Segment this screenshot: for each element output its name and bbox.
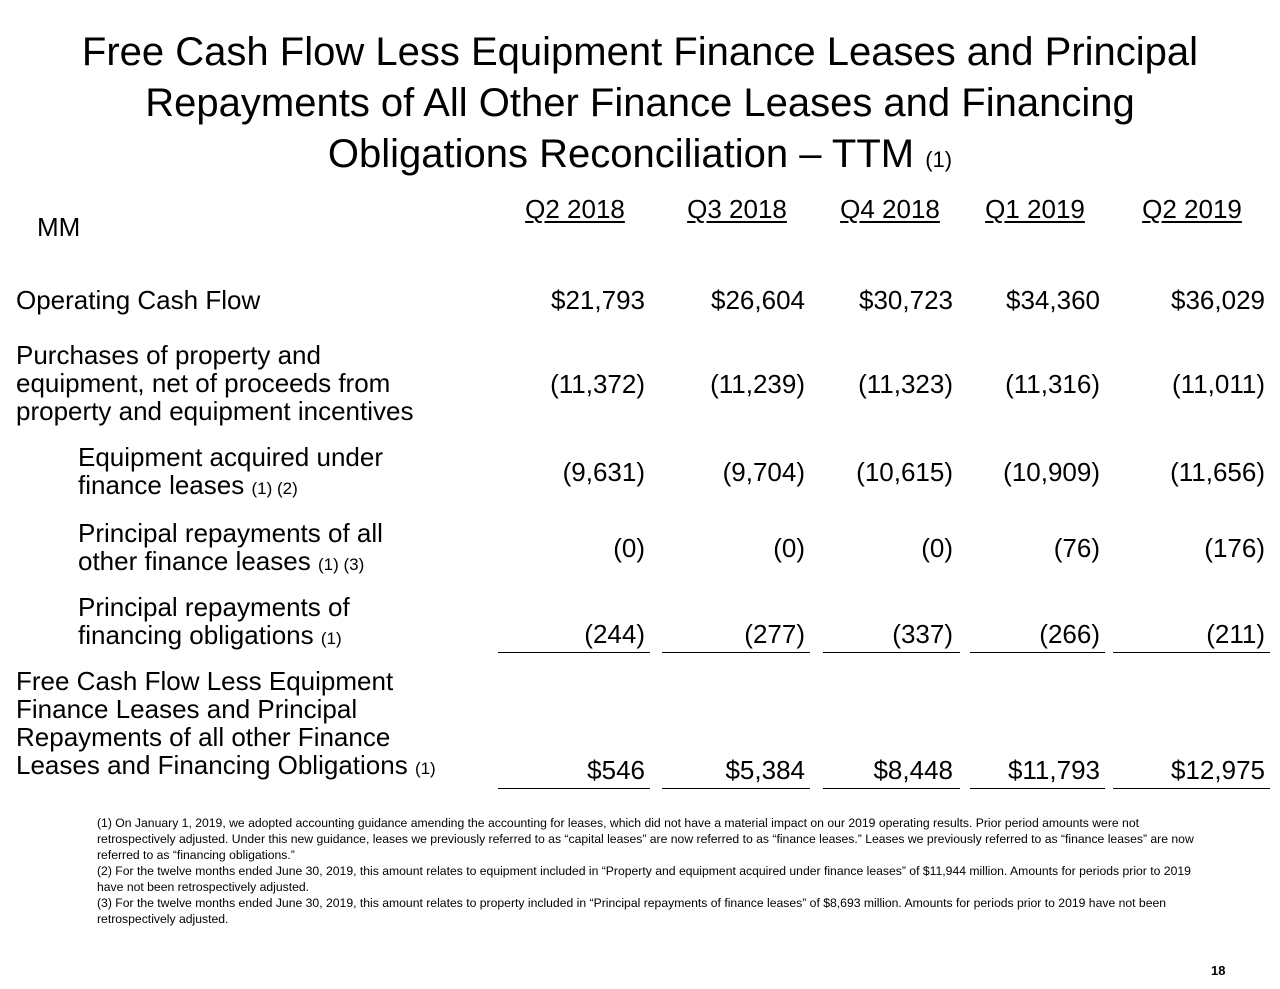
cell-value: (337) xyxy=(892,619,953,649)
column-header: Q3 2018 xyxy=(687,194,787,224)
rule-line xyxy=(823,788,960,789)
title-line: Repayments of All Other Finance Leases a… xyxy=(145,81,1135,125)
rule-line xyxy=(498,652,650,653)
rule-line xyxy=(498,788,650,789)
cell-value: (244) xyxy=(584,619,645,649)
cell-value: (9,631) xyxy=(562,457,645,487)
column-header: Q4 2018 xyxy=(840,194,940,224)
rule-line xyxy=(662,652,810,653)
cell-value: (277) xyxy=(744,619,805,649)
cell-value: $546 xyxy=(587,755,645,785)
row-label: financing obligations (1) xyxy=(78,620,342,650)
rule-line xyxy=(1113,788,1270,789)
title-line: Free Cash Flow Less Equipment Finance Le… xyxy=(81,30,1199,74)
row-label: equipment, net of proceeds from xyxy=(16,368,391,398)
cell-value: (11,372) xyxy=(550,369,645,399)
row-label: Operating Cash Flow xyxy=(16,285,261,315)
column-header: Q2 2019 xyxy=(1142,194,1242,224)
row-note: (1) (2) xyxy=(251,479,298,498)
cell-value: (9,704) xyxy=(722,457,805,487)
cell-value: $11,793 xyxy=(1007,755,1100,785)
footnote: (1) On January 1, 2019, we adopted accou… xyxy=(97,816,1194,862)
footnote: (2) For the twelve months ended June 30,… xyxy=(97,864,1191,894)
footnote: (3) For the twelve months ended June 30,… xyxy=(97,896,1167,926)
cell-value: $36,029 xyxy=(1171,285,1265,315)
row-label: Purchases of property and xyxy=(16,340,321,370)
column-header: Q2 2018 xyxy=(525,194,625,224)
rule-line xyxy=(662,788,810,789)
row-label: Finance Leases and Principal xyxy=(16,694,358,724)
cell-value: (176) xyxy=(1204,533,1265,563)
cell-value: (11,316) xyxy=(1005,369,1100,399)
cell-value: (10,909) xyxy=(1003,457,1100,487)
cell-value: $21,793 xyxy=(551,285,645,315)
cell-value: (11,011) xyxy=(1172,369,1265,399)
row-label: finance leases (1) (2) xyxy=(78,470,298,500)
cell-value: $5,384 xyxy=(725,755,805,785)
cell-value: (266) xyxy=(1039,619,1100,649)
row-label: Free Cash Flow Less Equipment xyxy=(16,666,394,696)
cell-value: $30,723 xyxy=(859,285,953,315)
row-label: property and equipment incentives xyxy=(16,396,414,426)
rule-line xyxy=(970,788,1105,789)
rule-line xyxy=(823,652,960,653)
row-note: (1) xyxy=(414,759,436,778)
unit-label: MM xyxy=(37,212,81,242)
row-note: (1) (3) xyxy=(317,555,365,574)
cell-value: (11,656) xyxy=(1170,457,1265,487)
page-number: 18 xyxy=(1211,963,1226,978)
rule-line xyxy=(1113,652,1270,653)
cell-value: (10,615) xyxy=(856,457,953,487)
cell-value: (0) xyxy=(773,533,805,563)
row-note: (1) xyxy=(320,629,342,648)
title-line: Obligations Reconciliation – TTM (1) xyxy=(327,132,953,176)
cell-value: (0) xyxy=(921,533,953,563)
cell-value: (11,239) xyxy=(710,369,805,399)
cell-value: $34,360 xyxy=(1006,285,1100,315)
row-label: Principal repayments of xyxy=(78,592,350,622)
cell-value: (211) xyxy=(1206,619,1265,649)
row-label: Principal repayments of all xyxy=(78,518,383,548)
row-label: other finance leases (1) (3) xyxy=(78,546,365,576)
cell-value: (11,323) xyxy=(858,369,953,399)
cell-value: $12,975 xyxy=(1171,755,1265,785)
cell-value: (0) xyxy=(613,533,645,563)
rule-line xyxy=(970,652,1105,653)
column-header: Q1 2019 xyxy=(985,194,1085,224)
cell-value: $8,448 xyxy=(873,755,953,785)
row-label: Leases and Financing Obligations (1) xyxy=(16,750,436,780)
row-label: Equipment acquired under xyxy=(78,442,383,472)
cell-value: (76) xyxy=(1053,533,1100,563)
title-note: (1) xyxy=(925,147,953,172)
row-label: Repayments of all other Finance xyxy=(16,722,391,752)
cell-value: $26,604 xyxy=(711,285,805,315)
